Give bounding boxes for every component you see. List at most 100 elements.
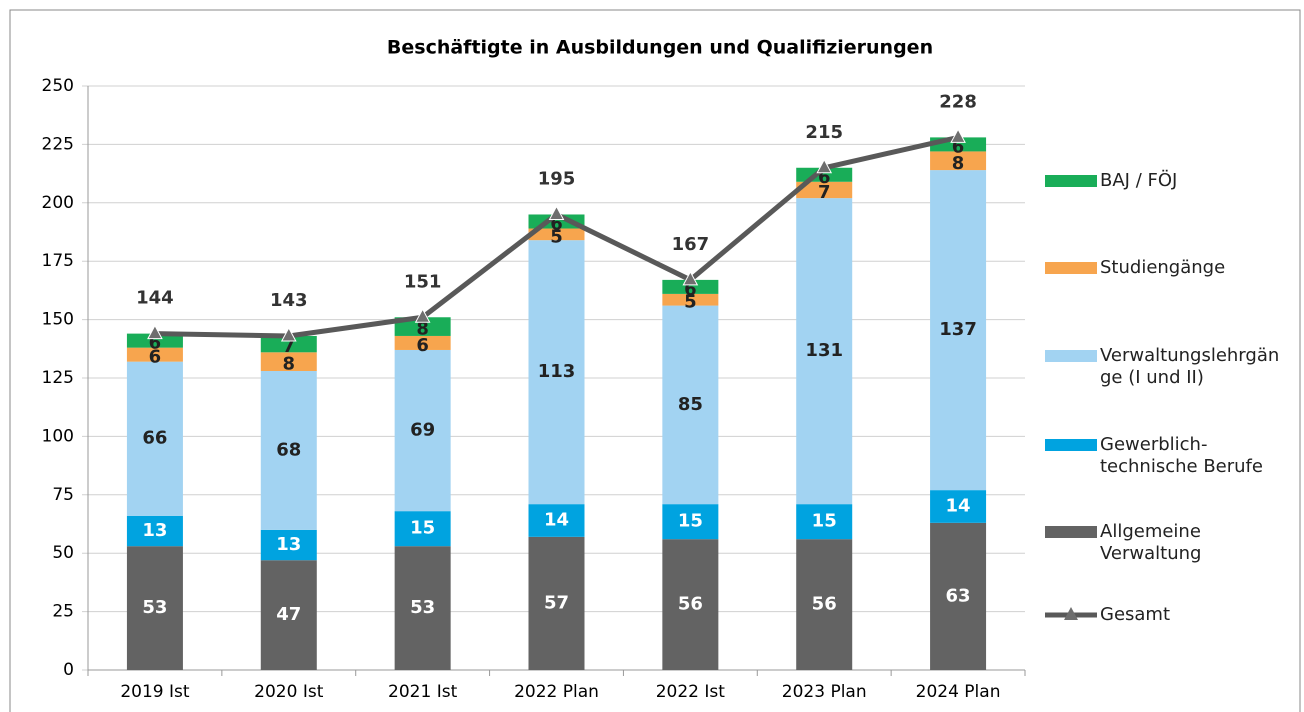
data-label: 5	[550, 226, 563, 247]
x-tick-label: 2023 Plan	[782, 682, 867, 702]
y-tick-label: 75	[52, 485, 74, 505]
data-label: 113	[538, 361, 576, 382]
chart-title: Beschäftigte in Ausbildungen und Qualifi…	[387, 37, 933, 59]
x-tick-label: 2022 Plan	[514, 682, 599, 702]
bar-segment	[662, 305, 719, 505]
bar-segment	[528, 504, 585, 537]
total-label: 215	[805, 122, 843, 143]
bar-segment	[662, 279, 719, 294]
bar-segment	[796, 181, 853, 199]
legend-marker	[1064, 607, 1078, 620]
data-label: 56	[678, 594, 703, 615]
legend-label: Allgemeine Verwaltung	[1100, 521, 1202, 564]
bar-segment	[260, 370, 317, 530]
bar-segment	[260, 352, 317, 371]
data-label: 68	[276, 439, 301, 460]
bar-segment	[126, 333, 183, 348]
y-tick-label: 25	[52, 602, 74, 622]
bar-segment	[796, 539, 853, 670]
y-tick-label: 125	[42, 368, 74, 388]
line-marker	[682, 270, 699, 286]
bar-segment	[930, 170, 987, 491]
bar-segment	[662, 539, 719, 670]
bar-segment	[260, 335, 317, 353]
bar-segment	[394, 511, 451, 547]
x-tick-label: 2022 Ist	[656, 682, 726, 702]
total-label: 167	[672, 234, 710, 255]
line-marker	[950, 128, 966, 143]
y-tick-label: 50	[52, 543, 74, 563]
data-label: 8	[952, 153, 965, 174]
bar-segment	[796, 198, 853, 505]
bar-segment	[528, 536, 585, 670]
data-label: 14	[946, 495, 971, 516]
data-label: 14	[544, 509, 569, 530]
total-label: 228	[939, 91, 977, 112]
legend-swatch	[1045, 262, 1097, 274]
total-label: 143	[270, 290, 308, 311]
total-label: 151	[404, 271, 442, 292]
bar-segment	[930, 490, 987, 523]
bar-segment	[796, 504, 853, 540]
data-label: 47	[276, 604, 301, 625]
total-label: 195	[538, 168, 576, 189]
data-label: 6	[149, 347, 162, 368]
data-label: 85	[678, 394, 703, 415]
y-tick-label: 200	[42, 193, 74, 213]
total-label: 144	[136, 288, 174, 309]
y-tick-label: 0	[63, 660, 74, 680]
bar-segment	[930, 522, 987, 670]
data-label: 13	[142, 520, 167, 541]
data-label: 15	[678, 511, 703, 532]
bar-segment	[126, 361, 183, 516]
bar-segment	[528, 240, 585, 505]
line-marker	[414, 308, 431, 323]
y-tick-label: 225	[42, 134, 74, 154]
bar-segment	[662, 504, 719, 540]
data-label: 53	[410, 597, 435, 618]
bar-segment	[394, 317, 451, 336]
data-label: 8	[283, 354, 296, 375]
y-tick-label: 250	[42, 76, 74, 96]
data-label: 137	[939, 319, 977, 340]
y-tick-label: 150	[42, 310, 74, 330]
bar-segment	[930, 151, 987, 171]
bar-segment	[528, 228, 585, 241]
legend-label: Verwaltungslehrgänge (I und II)	[1100, 345, 1280, 388]
data-label: 5	[684, 292, 697, 313]
chart-border	[9, 9, 1301, 712]
legend-swatch	[1045, 439, 1097, 451]
data-label: 66	[142, 428, 167, 449]
data-label: 131	[805, 340, 843, 361]
legend-label: Gesamt	[1100, 604, 1171, 625]
data-label: 69	[410, 420, 435, 441]
legend-label: Gewerblich-technische Berufe	[1100, 434, 1263, 477]
line-marker	[816, 158, 833, 174]
line-marker	[147, 324, 163, 340]
data-label: 6	[416, 335, 429, 356]
x-tick-label: 2019 Ist	[120, 682, 190, 702]
data-label: 63	[946, 585, 971, 606]
line-marker	[280, 326, 297, 342]
legend-label: BAJ / FÖJ	[1100, 170, 1178, 191]
data-label: 13	[276, 534, 301, 555]
bar-segment	[126, 515, 183, 547]
bar-segment	[662, 293, 719, 306]
legend-swatch	[1045, 175, 1097, 187]
y-tick-label: 175	[42, 251, 74, 271]
data-label: 8	[416, 319, 429, 340]
legend-label: Studiengänge	[1100, 257, 1226, 278]
data-label: 56	[812, 594, 837, 615]
bar-segment	[394, 546, 451, 670]
bar-segment	[260, 560, 317, 670]
data-label: 57	[544, 592, 569, 613]
data-label: 15	[812, 511, 837, 532]
bar-segment	[126, 546, 183, 670]
data-label: 15	[410, 518, 435, 539]
x-tick-label: 2021 Ist	[388, 682, 458, 702]
bar-segment	[260, 529, 317, 561]
x-tick-label: 2020 Ist	[254, 682, 324, 702]
data-label: 53	[142, 597, 167, 618]
